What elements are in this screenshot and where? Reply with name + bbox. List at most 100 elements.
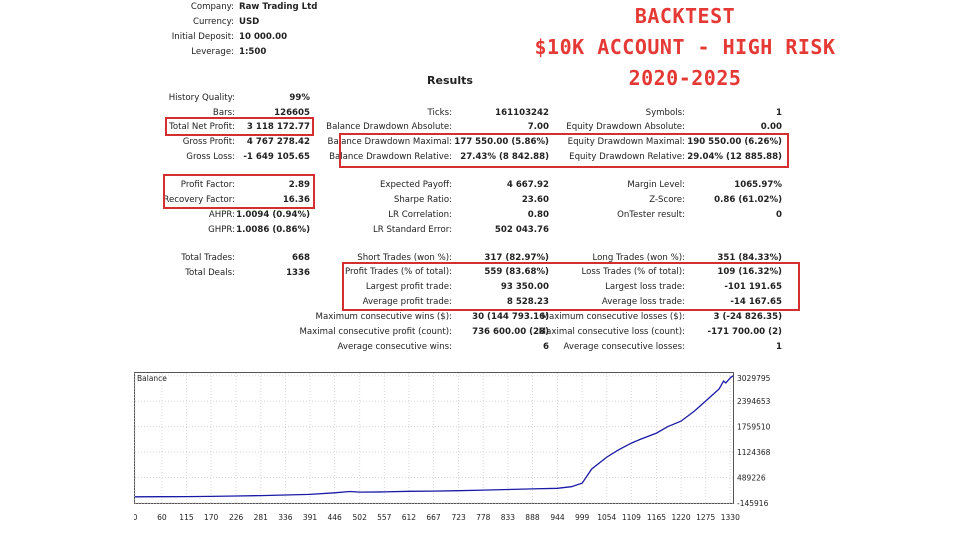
col2-value-11: 8 528.23	[506, 297, 549, 307]
x-tick-label: 281	[254, 513, 269, 522]
col1-label-0: History Quality:	[168, 93, 235, 103]
x-tick-label: 336	[278, 513, 293, 522]
col1-label-2: Total Net Profit:	[169, 122, 235, 132]
col2-value-1: 7.00	[527, 122, 549, 132]
col3-value-11: 3 (-24 826.35)	[713, 312, 782, 322]
x-tick-label: 944	[550, 513, 565, 522]
col3-value-5: 0.86 (61.02%)	[714, 195, 782, 205]
x-tick-label: 778	[476, 513, 491, 522]
col2-value-8: 317 (82.97%)	[484, 253, 549, 263]
col2-label-2: Balance Drawdown Maximal:	[327, 137, 452, 147]
x-tick-label: 226	[229, 513, 244, 522]
y-tick-label: 489226	[737, 474, 766, 483]
currency-label: Currency:	[193, 17, 234, 27]
col2-label-7: LR Standard Error:	[372, 225, 452, 235]
highlight-trades	[342, 262, 800, 311]
y-tick-label: 2394653	[737, 397, 771, 406]
col3-value-12: -171 700.00 (2)	[707, 327, 783, 337]
col1-value-9: 668	[292, 253, 310, 263]
col3-label-12: Maximal consecutive loss (count):	[538, 327, 685, 337]
highlight-factors	[163, 174, 315, 209]
col3-label-1: Equity Drawdown Absolute:	[566, 122, 685, 132]
col1-value-2: 3 118 172.77	[246, 122, 310, 132]
balance-line	[134, 375, 734, 498]
col3-value-7: 351 (84.33%)	[717, 253, 782, 263]
currency-value: USD	[239, 17, 260, 27]
col3-label-4: Margin Level:	[627, 180, 685, 190]
col2-value-10: 93 350.00	[500, 282, 549, 292]
col1-value-1: 126605	[274, 108, 310, 118]
col1-value-7: 1.0094 (0.94%)	[236, 210, 310, 220]
title-line-1: BACKTEST	[634, 4, 736, 28]
col2-value-0: 161103242	[495, 108, 549, 118]
x-tick-label: 502	[353, 513, 368, 522]
x-tick-label: 60	[157, 513, 167, 522]
x-tick-label: 723	[451, 513, 466, 522]
col1-label-8: GHPR:	[208, 225, 235, 235]
leverage-value: 1:500	[239, 47, 267, 57]
col1-label-4: Gross Loss:	[186, 152, 235, 162]
col2-value-2: 177 550.00 (5.86%)	[454, 137, 549, 147]
col2-label-13: Maximal consecutive profit (count):	[299, 327, 452, 337]
x-tick-label: 170	[204, 513, 219, 522]
col3-label-10: Average loss trade:	[601, 297, 685, 307]
deposit-value: 10 000.00	[239, 32, 288, 42]
col3-label-11: Maximum consecutive losses ($):	[541, 312, 685, 322]
col3-value-3: 29.04% (12 885.88)	[687, 152, 782, 162]
col1-label-10: Total Deals:	[185, 268, 235, 278]
col3-value-10: -14 167.65	[730, 297, 782, 307]
x-tick-label: 557	[377, 513, 392, 522]
x-tick-label: 1109	[622, 513, 641, 522]
col3-value-13: 1	[776, 342, 782, 352]
col1-label-6: Recovery Factor:	[163, 195, 235, 205]
col3-value-4: 1065.97%	[734, 180, 782, 190]
x-tick-label: 446	[327, 513, 342, 522]
col2-label-0: Ticks:	[427, 108, 452, 118]
x-tick-label: 1275	[696, 513, 715, 522]
col3-value-2: 190 550.00 (6.26%)	[687, 137, 782, 147]
col2-value-4: 4 667.92	[506, 180, 549, 190]
col2-label-5: Sharpe Ratio:	[393, 195, 452, 205]
y-tick-label: 1124368	[737, 448, 771, 457]
col2-value-12: 30 (144 793.16)	[472, 312, 549, 322]
chart-title: Balance	[137, 374, 167, 383]
col1-label-5: Profit Factor:	[180, 180, 235, 190]
col3-label-3: Equity Drawdown Relative:	[569, 152, 685, 162]
col2-label-10: Largest profit trade:	[365, 282, 452, 292]
x-tick-label: 999	[575, 513, 590, 522]
highlight-drawdown	[339, 133, 789, 168]
col2-value-7: 502 043.76	[494, 225, 549, 235]
col2-value-13: 736 600.00 (28)	[472, 327, 549, 337]
x-tick-label: 888	[525, 513, 540, 522]
col3-label-0: Symbols:	[645, 108, 685, 118]
col2-value-5: 23.60	[521, 195, 549, 205]
col3-value-1: 0.00	[760, 122, 782, 132]
x-tick-label: 667	[426, 513, 441, 522]
x-tick-label: 612	[402, 513, 417, 522]
y-tick-label: -145916	[737, 499, 769, 508]
highlight-net-profit	[165, 117, 314, 136]
col3-label-7: Long Trades (won %):	[592, 253, 686, 263]
col3-label-8: Loss Trades (% of total):	[581, 267, 685, 277]
col2-label-12: Maximum consecutive wins ($):	[315, 312, 452, 322]
col3-label-2: Equity Drawdown Maximal:	[567, 137, 685, 147]
col3-label-13: Average consecutive losses:	[563, 342, 685, 352]
x-tick-label: 1220	[672, 513, 691, 522]
col2-label-3: Balance Drawdown Relative:	[329, 152, 452, 162]
x-tick-label: 1165	[647, 513, 666, 522]
col1-value-10: 1336	[286, 268, 310, 278]
col2-value-6: 0.80	[527, 210, 549, 220]
col2-value-9: 559 (83.68%)	[484, 267, 549, 277]
x-tick-label: 0	[134, 513, 138, 522]
col1-label-7: AHPR:	[208, 210, 235, 220]
deposit-label: Initial Deposit:	[171, 32, 234, 42]
col2-value-3: 27.43% (8 842.88)	[460, 152, 549, 162]
company-label: Company:	[190, 2, 234, 12]
x-tick-label: 1330	[721, 513, 740, 522]
col3-label-9: Largest loss trade:	[605, 282, 685, 292]
col3-label-5: Z-Score:	[649, 195, 685, 205]
col3-value-9: -101 191.65	[724, 282, 782, 292]
company-value: Raw Trading Ltd	[239, 2, 318, 12]
col2-label-1: Balance Drawdown Absolute:	[326, 122, 452, 132]
col2-label-8: Short Trades (won %):	[357, 253, 452, 263]
